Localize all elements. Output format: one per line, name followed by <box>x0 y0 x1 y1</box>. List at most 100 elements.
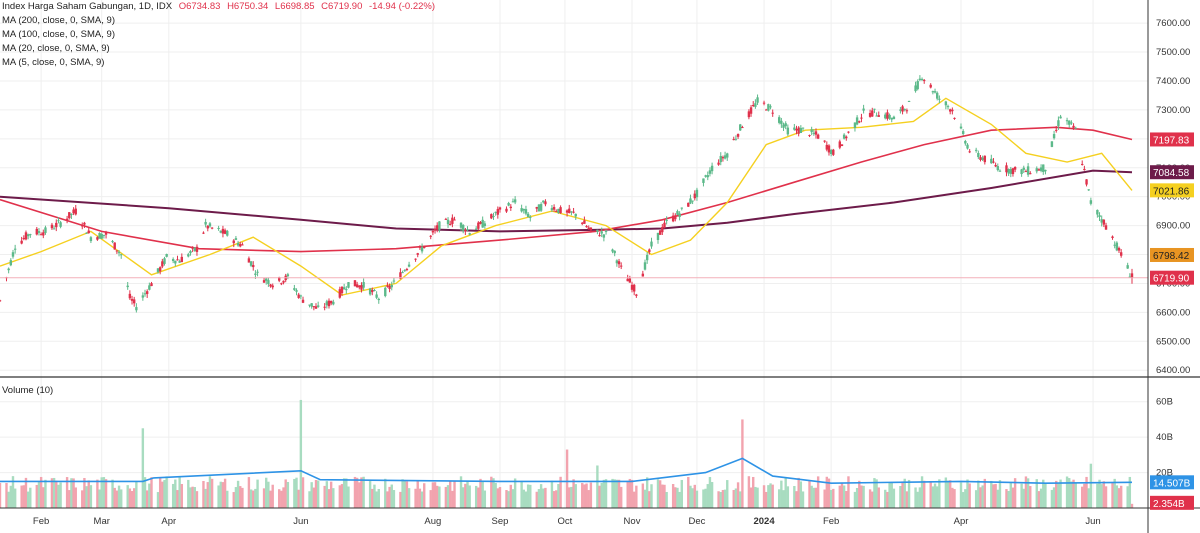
volume-bar <box>446 485 450 508</box>
candle-body <box>559 207 562 214</box>
candle-body <box>1037 169 1041 171</box>
candle-body <box>1022 167 1025 170</box>
volume-bar <box>342 478 346 508</box>
candle-body <box>466 229 469 231</box>
candle-body <box>375 294 378 298</box>
candle-body <box>557 208 560 214</box>
volume-bar <box>386 491 389 508</box>
change-value: -14.94 (-0.22%) <box>369 1 436 12</box>
volume-bar <box>1113 478 1116 508</box>
indicator-ma200[interactable]: MA (200, close, 0, SMA, 9) <box>2 15 115 26</box>
ma20-tag-text: 7021.86 <box>1153 186 1190 197</box>
candle-body <box>403 270 406 272</box>
volume-bar <box>490 476 493 508</box>
price-tick-label: 7600.00 <box>1156 18 1190 29</box>
volume-bar <box>132 488 136 508</box>
volume-bar <box>1111 483 1114 508</box>
volume-bar <box>1024 476 1028 508</box>
candle-body <box>966 144 969 149</box>
volume-bar <box>574 484 577 508</box>
volume-bar <box>656 479 660 508</box>
volume-bar <box>509 484 513 508</box>
candle-body <box>178 261 181 263</box>
volume-bar <box>252 490 255 508</box>
volume-bar <box>301 477 305 508</box>
volume-bar <box>568 487 571 508</box>
volume-bar <box>375 491 378 508</box>
symbol-label[interactable]: Index Harga Saham Gabungan, 1D, IDX <box>2 1 173 12</box>
candle-body <box>342 287 346 290</box>
candle-body <box>436 225 439 230</box>
volume-bar <box>845 491 848 508</box>
candle-body <box>632 284 636 292</box>
indicator-ma20[interactable]: MA (20, close, 0, SMA, 9) <box>2 43 110 54</box>
indicator-ma5[interactable]: MA (5, close, 0, SMA, 9) <box>2 57 105 68</box>
volume-bar <box>522 489 525 508</box>
candle-body <box>996 166 1000 171</box>
volume-bar <box>20 485 23 508</box>
candle-body <box>191 247 194 249</box>
candle-body <box>572 211 575 213</box>
volume-bar <box>583 484 586 508</box>
candle-body <box>721 157 725 159</box>
volume-bar <box>479 478 482 508</box>
candle-body <box>710 165 714 172</box>
candle-body <box>1070 122 1073 124</box>
volume-bar <box>161 481 164 508</box>
volume-bar <box>226 490 229 508</box>
volume-bar <box>353 476 357 508</box>
candle-body <box>314 306 318 309</box>
candle-body <box>104 232 108 235</box>
volume-bar <box>842 485 846 508</box>
candle-body <box>1005 165 1008 173</box>
candle-body <box>842 134 846 139</box>
candle-body <box>786 127 790 135</box>
volume-bar <box>407 488 411 508</box>
volume-bar <box>990 480 993 508</box>
candle-body <box>914 85 917 92</box>
volume-bar <box>998 480 1002 508</box>
candle-body <box>401 272 404 274</box>
candle-body <box>875 115 878 117</box>
candle-body <box>990 158 993 164</box>
volume-bar <box>585 483 588 508</box>
ma200-line <box>0 169 1133 233</box>
volume-bar <box>589 482 593 508</box>
candle-body <box>555 210 558 212</box>
candle-body <box>286 274 290 277</box>
volume-bar <box>9 485 13 508</box>
candle-body <box>784 123 787 127</box>
volume-bar <box>96 479 99 508</box>
volume-bar <box>1068 478 1071 508</box>
candle-body <box>234 238 238 240</box>
candle-body <box>923 80 926 82</box>
volume-bar <box>1026 478 1030 508</box>
candle-body <box>918 78 922 80</box>
volume-bar <box>929 481 932 508</box>
last-volume-tag <box>1150 495 1194 510</box>
volume-bar <box>1074 483 1077 508</box>
candle-body <box>598 235 601 237</box>
volume-bar <box>262 488 266 508</box>
volume-title[interactable]: Volume (10) <box>2 385 54 396</box>
candle-body <box>816 134 820 139</box>
indicator-ma100[interactable]: MA (100, close, 0, SMA, 9) <box>2 29 115 40</box>
close-value: C6719.90 <box>321 1 363 12</box>
candle-body <box>325 301 329 306</box>
price-tick-label: 6900.00 <box>1156 221 1190 232</box>
volume-bar <box>550 480 554 508</box>
volume-bar <box>808 480 811 508</box>
time-tick-label: Sep <box>492 516 509 527</box>
candle-body <box>853 122 857 128</box>
volume-bar <box>280 490 283 508</box>
volume-ma-tag <box>1150 475 1194 490</box>
candle-body <box>217 227 220 229</box>
volume-bar <box>453 481 456 508</box>
volume-bar <box>1098 479 1101 508</box>
volume-bar <box>174 479 177 508</box>
time-tick-label: Dec <box>688 516 705 527</box>
ma5-tag <box>1150 247 1194 262</box>
candle-body <box>691 200 694 202</box>
candle-body <box>1011 168 1015 175</box>
